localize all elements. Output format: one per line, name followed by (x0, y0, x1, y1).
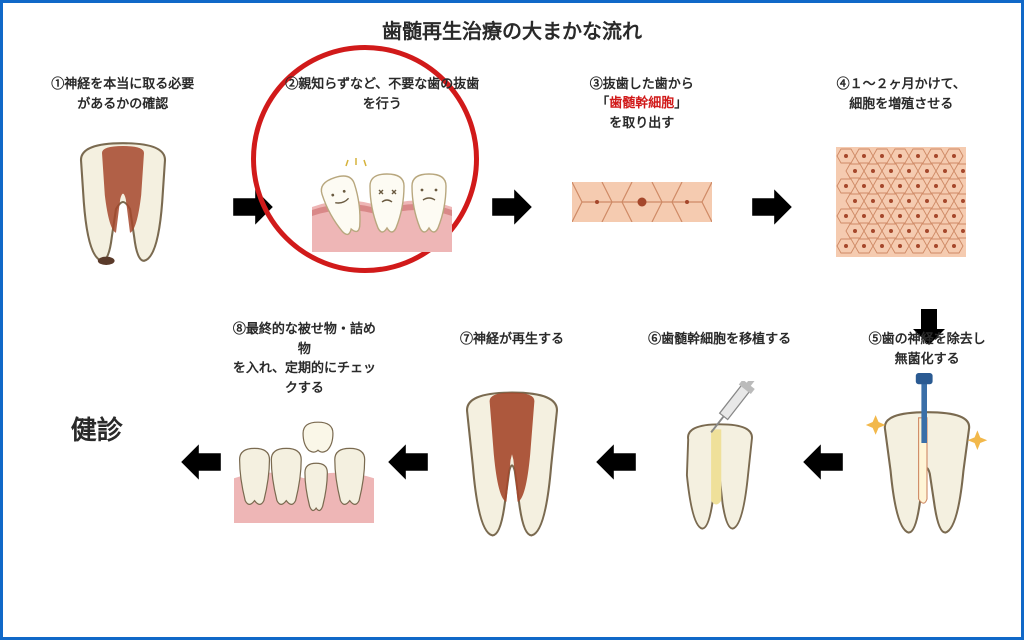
step-8-label: ⑧最終的な被せ物・詰め物 を入れ、定期的にチェックする (229, 319, 381, 397)
step-1: ①神経を本当に取る必要 があるかの確認 (21, 74, 225, 272)
step-2: ②親知らずなど、不要な歯の抜歯 を行う (281, 74, 485, 272)
step-6: ⑥歯髄幹細胞を移植する (644, 329, 796, 527)
tooth-syringe-icon (650, 387, 790, 527)
step-6-label: ⑥歯髄幹細胞を移植する (648, 329, 791, 387)
step-2-label: ②親知らずなど、不要な歯の抜歯 を行う (285, 74, 479, 132)
step-3-label: ③抜歯した歯から 「歯髄幹細胞」 を取り出す (590, 74, 694, 133)
teeth-crown-icon (234, 397, 374, 537)
step-4: ④１〜２ヶ月かけて、 細胞を増殖させる (800, 74, 1004, 272)
arrow-left-icon (386, 440, 430, 484)
arrow-left-icon (179, 440, 223, 484)
step-1-label: ①神経を本当に取る必要 があるかの確認 (51, 74, 194, 132)
step-8: ⑧最終的な被せ物・詰め物 を入れ、定期的にチェックする (229, 319, 381, 537)
flow-row-2: ⑤歯の神経を除去し 無菌化する ⑥歯髄幹細胞を移植する (21, 308, 1003, 548)
arrow-left-icon (594, 440, 638, 484)
cell-strip-icon (572, 132, 712, 272)
cell-grid-icon (831, 132, 971, 272)
teeth-in-gum-icon (312, 132, 452, 272)
final-label: 健診 (71, 410, 123, 447)
diagram-title: 歯髄再生治療の大まかな流れ (21, 15, 1003, 44)
step-4-label: ④１〜２ヶ月かけて、 細胞を増殖させる (837, 74, 966, 132)
tooth-cross-section-icon (53, 132, 193, 272)
arrow-left-icon (801, 440, 845, 484)
arrow-right-icon (231, 185, 275, 229)
step-7: ⑦神経が再生する (436, 329, 588, 527)
final-step: 健診 (21, 410, 173, 447)
arrow-right-icon (750, 185, 794, 229)
step-5: ⑤歯の神経を除去し 無菌化する (851, 329, 1003, 527)
diagram-frame: 歯髄再生治療の大まかな流れ ①神経を本当に取る必要 があるかの確認 ②親知らずな (0, 0, 1024, 640)
highlight-text: 歯髄幹細胞 (609, 95, 674, 110)
tooth-file-icon (857, 387, 997, 527)
tooth-regenerated-icon (442, 387, 582, 527)
flow-row-1: ①神経を本当に取る必要 があるかの確認 ②親知らずなど、不要な歯の抜歯 を行う (21, 58, 1003, 288)
arrow-right-icon (490, 185, 534, 229)
step-3: ③抜歯した歯から 「歯髄幹細胞」 を取り出す (540, 74, 744, 273)
